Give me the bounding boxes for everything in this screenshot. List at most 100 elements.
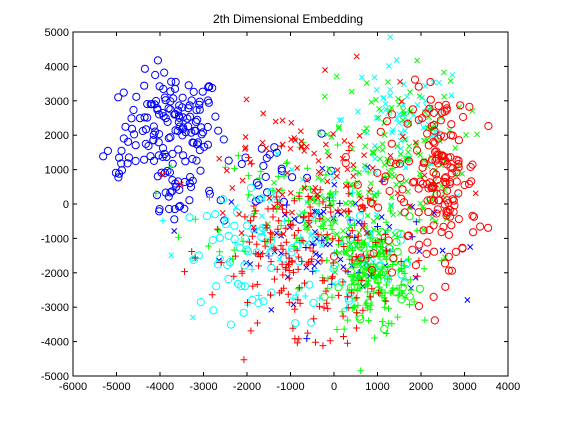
data-point-x bbox=[358, 204, 365, 211]
data-point-x bbox=[335, 125, 342, 132]
data-point-circle bbox=[117, 166, 127, 175]
data-point-x bbox=[376, 230, 382, 237]
data-point-plus bbox=[268, 230, 276, 238]
data-point-x bbox=[422, 82, 429, 89]
data-point-plus bbox=[256, 174, 263, 182]
data-point-circle bbox=[444, 252, 453, 261]
data-point-circle bbox=[430, 316, 439, 325]
data-point-circle bbox=[436, 116, 445, 125]
data-point-circle bbox=[422, 249, 431, 258]
data-point-x bbox=[316, 129, 323, 136]
data-point-plus bbox=[308, 255, 316, 263]
data-point-x bbox=[372, 170, 379, 177]
data-point-x bbox=[367, 186, 374, 193]
data-point-circle bbox=[469, 228, 478, 237]
data-point-circle bbox=[465, 102, 474, 111]
data-point-plus bbox=[244, 299, 251, 306]
data-point-plus bbox=[345, 207, 352, 215]
data-point-circle bbox=[184, 81, 193, 90]
data-point-x bbox=[472, 190, 479, 197]
data-point-x bbox=[382, 100, 389, 107]
data-point-circle bbox=[469, 212, 479, 221]
data-point-circle bbox=[398, 185, 407, 194]
data-point-circle bbox=[267, 263, 276, 272]
data-point-circle bbox=[165, 168, 174, 177]
data-point-x bbox=[306, 221, 313, 228]
data-point-plus bbox=[188, 248, 196, 255]
data-point-circle bbox=[426, 95, 435, 104]
data-point-x bbox=[391, 173, 398, 180]
data-point-circle bbox=[261, 172, 270, 181]
data-point-plus bbox=[181, 268, 188, 275]
data-point-x bbox=[317, 193, 324, 200]
data-point-circle bbox=[154, 151, 163, 160]
data-point-plus bbox=[357, 367, 365, 375]
data-point-circle bbox=[287, 248, 296, 257]
data-point-circle bbox=[467, 177, 476, 186]
data-point-circle bbox=[373, 168, 382, 177]
data-point-plus bbox=[345, 147, 353, 154]
data-point-plus bbox=[378, 177, 386, 185]
data-point-circle bbox=[364, 298, 373, 307]
data-point-circle bbox=[209, 306, 218, 315]
data-point-circle bbox=[388, 110, 397, 119]
data-point-plus bbox=[295, 335, 303, 343]
data-point-x bbox=[317, 170, 324, 177]
data-point-plus bbox=[336, 200, 344, 207]
data-point-circle bbox=[346, 283, 355, 292]
axis-ticks: -6000 -5000 -4000 -3000 -2000 -1000 0 1000 2000 3… bbox=[41, 27, 520, 393]
data-point-x bbox=[387, 34, 394, 41]
data-point-x bbox=[276, 256, 283, 263]
data-point-x bbox=[289, 209, 295, 216]
data-point-plus bbox=[293, 339, 301, 347]
data-point-circle bbox=[233, 279, 242, 288]
data-point-plus bbox=[234, 152, 242, 159]
data-point-circle bbox=[425, 225, 434, 235]
data-point-x bbox=[314, 191, 321, 198]
data-point-x bbox=[271, 179, 277, 186]
data-point-plus bbox=[291, 305, 299, 313]
data-point-plus bbox=[247, 327, 255, 335]
data-point-x bbox=[340, 207, 347, 214]
data-point-x bbox=[272, 118, 279, 125]
data-point-plus bbox=[368, 271, 375, 279]
data-point-plus bbox=[277, 222, 285, 229]
data-point-plus bbox=[406, 276, 414, 284]
data-point-plus bbox=[214, 225, 221, 233]
x-tick-label: -4000 bbox=[146, 381, 174, 393]
data-point-plus bbox=[188, 255, 196, 262]
data-point-circle bbox=[226, 320, 235, 329]
data-point-circle bbox=[242, 245, 251, 254]
data-point-x bbox=[363, 230, 370, 237]
data-point-circle bbox=[410, 75, 420, 84]
data-point-circle bbox=[187, 128, 196, 137]
data-point-circle bbox=[179, 151, 188, 160]
data-point-circle bbox=[270, 143, 279, 152]
y-tick-label: 3000 bbox=[45, 96, 69, 108]
data-point-circle bbox=[257, 194, 266, 203]
data-point-plus bbox=[316, 215, 324, 223]
data-point-circle bbox=[155, 130, 164, 139]
x-tick-label: 2000 bbox=[409, 381, 433, 393]
data-point-x bbox=[401, 276, 408, 283]
data-point-circle bbox=[418, 163, 427, 172]
data-point-plus bbox=[378, 244, 386, 251]
x-tick-label: 3000 bbox=[452, 381, 476, 393]
data-point-circle bbox=[149, 122, 158, 131]
data-point-x bbox=[312, 184, 319, 191]
data-point-x bbox=[322, 141, 329, 148]
data-point-plus bbox=[289, 324, 297, 332]
data-point-circle bbox=[123, 159, 132, 168]
data-point-x bbox=[402, 164, 409, 171]
data-point-circle bbox=[103, 146, 113, 155]
data-point-circle bbox=[305, 280, 314, 289]
data-point-x bbox=[298, 143, 305, 150]
data-point-x bbox=[441, 93, 448, 100]
data-point-plus bbox=[335, 237, 343, 245]
data-point-plus bbox=[294, 227, 302, 234]
data-point-circle bbox=[433, 205, 442, 214]
data-point-circle bbox=[169, 94, 178, 103]
data-point-x bbox=[347, 199, 354, 206]
data-point-circle bbox=[160, 68, 169, 77]
data-point-circle bbox=[387, 268, 397, 277]
